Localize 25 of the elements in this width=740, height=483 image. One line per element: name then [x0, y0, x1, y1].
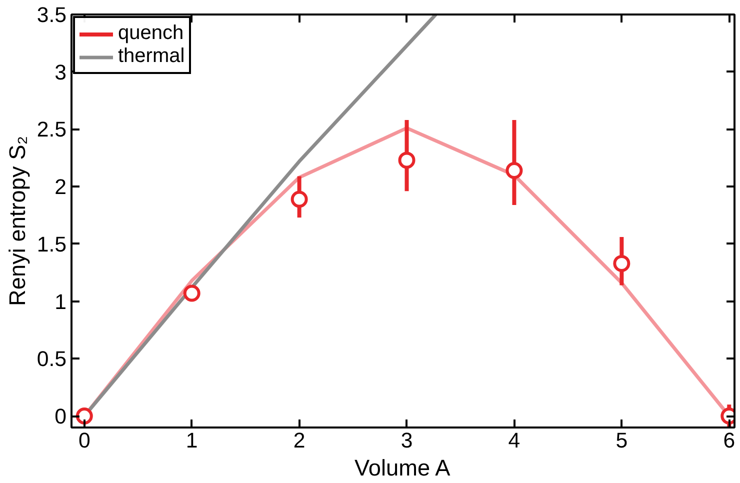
y-tick-label: 2.5 [36, 118, 67, 142]
legend-label: quench [118, 22, 184, 45]
y-tick-label: 1 [54, 290, 67, 314]
legend-label: thermal [118, 45, 185, 68]
y-tick-label: 3.5 [36, 3, 67, 27]
y-tick-label: 2 [54, 175, 67, 200]
x-tick-label: 1 [186, 428, 198, 452]
x-tick-label: 2 [293, 428, 306, 452]
y-tick-label: 0.5 [36, 347, 67, 372]
y-tick-label: 1.5 [36, 232, 67, 256]
point [506, 162, 523, 180]
point [290, 190, 308, 208]
x-tick-label: 0 [78, 428, 90, 452]
x-tick-label: 5 [616, 428, 628, 452]
x-tick-label: 3 [400, 428, 413, 452]
y-axis-title: Renyi entropy S₂ [4, 136, 30, 306]
x-axis-title: Volume A [354, 454, 452, 480]
x-tick-label: 4 [508, 428, 520, 452]
x-tick-label: 6 [723, 428, 736, 452]
y-tick-label: 3 [54, 60, 67, 84]
y-tick-label: 0 [54, 404, 67, 429]
point [613, 254, 630, 272]
point [183, 284, 200, 302]
point [76, 408, 93, 425]
point [398, 152, 416, 169]
